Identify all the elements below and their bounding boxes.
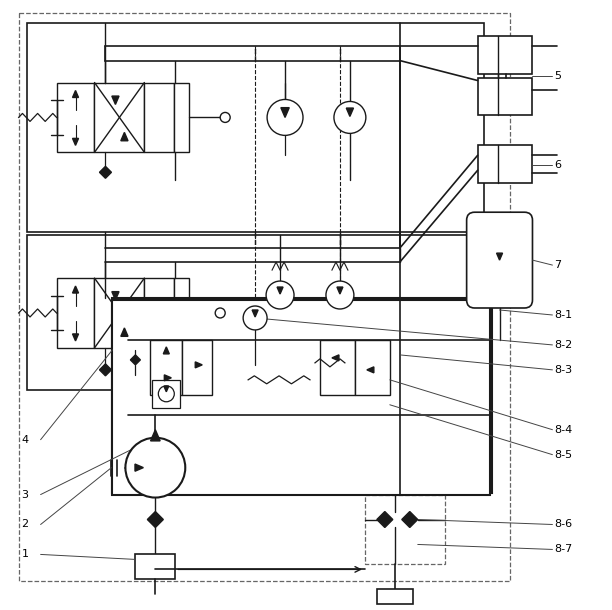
Bar <box>377 589 412 605</box>
Text: 3: 3 <box>21 490 29 500</box>
Bar <box>56 278 94 348</box>
Polygon shape <box>73 334 78 341</box>
Bar <box>320 340 355 395</box>
Polygon shape <box>252 310 258 317</box>
Polygon shape <box>367 367 374 373</box>
Bar <box>94 82 144 152</box>
Bar <box>27 235 483 390</box>
Bar <box>148 360 258 435</box>
Polygon shape <box>277 287 283 294</box>
Polygon shape <box>332 355 339 361</box>
Circle shape <box>266 281 294 309</box>
Text: 2: 2 <box>21 520 29 529</box>
Polygon shape <box>496 253 502 260</box>
Bar <box>477 145 532 183</box>
Circle shape <box>326 281 354 309</box>
Bar <box>56 82 94 152</box>
Bar <box>262 270 298 345</box>
Bar <box>174 82 189 152</box>
Bar <box>129 315 288 415</box>
Circle shape <box>125 438 185 498</box>
Bar <box>152 380 181 407</box>
Text: 8-3: 8-3 <box>554 365 573 375</box>
Bar <box>18 13 510 581</box>
Bar <box>113 298 491 492</box>
Polygon shape <box>281 107 289 118</box>
Polygon shape <box>402 512 418 528</box>
Polygon shape <box>100 364 111 376</box>
Polygon shape <box>73 286 78 293</box>
Bar <box>365 495 445 564</box>
Bar <box>144 278 174 348</box>
Bar <box>151 340 182 395</box>
Bar <box>27 23 483 232</box>
Text: 8-4: 8-4 <box>554 425 573 435</box>
Circle shape <box>159 386 174 402</box>
Bar <box>355 340 390 395</box>
Text: 8-2: 8-2 <box>554 340 573 350</box>
Bar <box>477 35 532 74</box>
Text: 4: 4 <box>21 435 29 445</box>
Text: 8-5: 8-5 <box>554 450 573 460</box>
Polygon shape <box>151 429 160 441</box>
Text: 8-7: 8-7 <box>554 545 573 554</box>
Polygon shape <box>147 512 163 528</box>
Polygon shape <box>337 287 343 294</box>
Polygon shape <box>73 138 78 145</box>
Polygon shape <box>195 362 202 368</box>
Text: 8-6: 8-6 <box>554 520 573 529</box>
Text: 1: 1 <box>21 550 29 559</box>
Text: 6: 6 <box>554 160 561 170</box>
Circle shape <box>215 308 225 318</box>
Polygon shape <box>164 386 169 392</box>
Bar <box>174 278 189 348</box>
Circle shape <box>267 99 303 135</box>
Bar <box>39 35 458 220</box>
Polygon shape <box>73 90 78 98</box>
Bar <box>144 82 174 152</box>
Bar <box>39 248 358 378</box>
Polygon shape <box>130 355 140 365</box>
Bar <box>477 77 532 115</box>
Bar <box>113 300 490 495</box>
Polygon shape <box>121 328 128 336</box>
Polygon shape <box>163 347 170 354</box>
FancyBboxPatch shape <box>466 212 532 308</box>
Text: 5: 5 <box>554 71 561 81</box>
Circle shape <box>334 101 366 134</box>
Bar <box>322 270 358 345</box>
Polygon shape <box>121 132 128 141</box>
Polygon shape <box>346 108 354 117</box>
Text: 8-1: 8-1 <box>554 310 573 320</box>
Text: 7: 7 <box>554 260 562 270</box>
Polygon shape <box>112 96 119 104</box>
Polygon shape <box>112 292 119 300</box>
Bar <box>94 278 144 348</box>
Circle shape <box>220 112 230 123</box>
Polygon shape <box>377 512 393 528</box>
Polygon shape <box>135 464 143 471</box>
Polygon shape <box>100 167 111 178</box>
Bar <box>182 340 212 395</box>
Bar <box>135 554 175 580</box>
Circle shape <box>243 306 267 330</box>
Polygon shape <box>165 375 171 381</box>
